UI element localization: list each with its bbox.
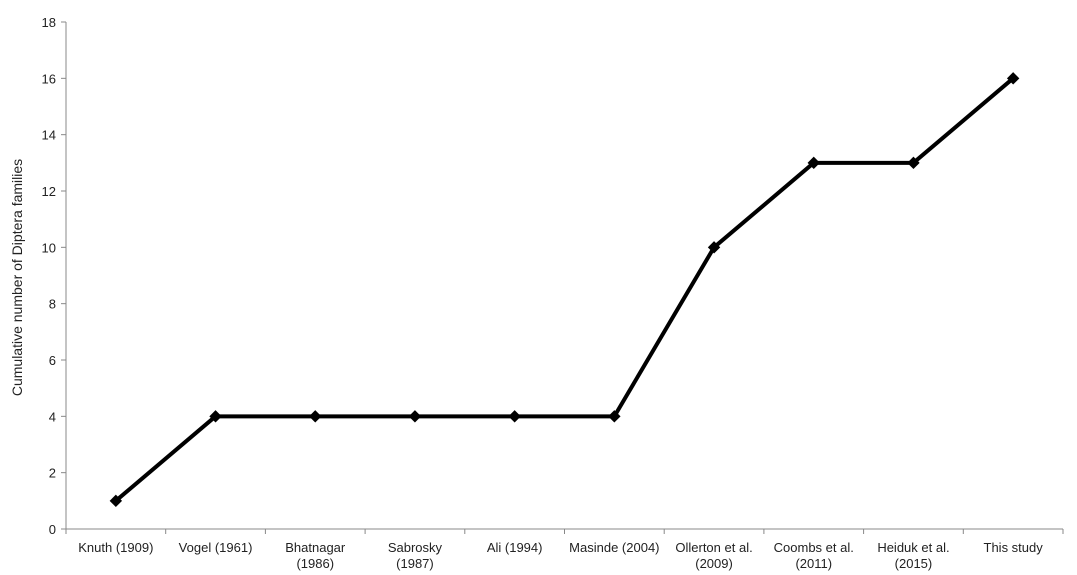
x-tick-label-line: (1987) — [396, 556, 434, 571]
y-tick-label: 18 — [42, 15, 56, 30]
x-tick-label: Heiduk et al. (2015) — [877, 540, 949, 571]
axes — [65, 22, 1063, 530]
y-tick-label: 16 — [42, 71, 56, 86]
y-tick-label: 10 — [42, 240, 56, 255]
x-tick-label-line: Ali (1994) — [487, 540, 543, 555]
x-tick-label-line: This study — [984, 540, 1044, 555]
data-point — [209, 410, 222, 423]
y-axis-title: Cumulative number of Diptera families — [9, 159, 25, 396]
y-tick-label: 4 — [49, 409, 56, 424]
y-ticks: 0 2 4 6 8 10 12 14 16 18 — [42, 15, 66, 537]
x-tick-label: Ollerton et al. (2009) — [675, 540, 752, 571]
data-point — [109, 494, 123, 508]
x-tick-label-line: (2015) — [895, 556, 933, 571]
x-tick-label-line: Vogel (1961) — [179, 540, 253, 555]
y-axis-title-group: Cumulative number of Diptera families — [9, 159, 25, 396]
x-ticks: Knuth (1909) Vogel (1961) Bhatnagar (1986) S… — [65, 529, 1064, 571]
y-tick-label: 0 — [49, 522, 56, 537]
x-tick-label-line: (1986) — [296, 556, 334, 571]
series-line — [114, 76, 1015, 503]
x-tick-label: Vogel (1961) — [179, 540, 253, 555]
y-tick-label: 14 — [42, 128, 56, 143]
data-point — [608, 410, 621, 423]
data-point — [508, 410, 521, 423]
y-tick-label: 6 — [49, 353, 56, 368]
data-point — [707, 241, 721, 254]
x-tick-label-line: Coombs et al. — [774, 540, 854, 555]
x-tick-label: Masinde (2004) — [569, 540, 659, 555]
x-tick-label: This study — [984, 540, 1044, 555]
x-tick-label-line: Ollerton et al. — [675, 540, 752, 555]
data-point — [807, 156, 820, 170]
x-tick-label: Coombs et al. (2011) — [774, 540, 854, 571]
y-tick-label: 2 — [49, 466, 56, 481]
x-tick-label: Ali (1994) — [487, 540, 543, 555]
x-tick-label-line: Sabrosky — [388, 540, 443, 555]
y-tick-label: 12 — [42, 184, 56, 199]
y-tick-label: 8 — [49, 297, 56, 312]
series-layer — [109, 72, 1020, 508]
data-point — [309, 410, 322, 423]
data-point — [907, 156, 920, 170]
x-tick-label-line: Knuth (1909) — [78, 540, 153, 555]
x-tick-label: Bhatnagar (1986) — [285, 540, 346, 571]
x-tick-label: Knuth (1909) — [78, 540, 153, 555]
x-tick-label-line: Bhatnagar — [285, 540, 346, 555]
x-tick-label-line: (2009) — [695, 556, 733, 571]
x-tick-label-line: (2011) — [795, 556, 832, 571]
data-point — [408, 410, 422, 423]
x-tick-label-line: Masinde (2004) — [569, 540, 659, 555]
x-tick-label: Sabrosky (1987) — [388, 540, 443, 571]
data-point — [1006, 72, 1020, 85]
x-tick-label-line: Heiduk et al. — [877, 540, 949, 555]
